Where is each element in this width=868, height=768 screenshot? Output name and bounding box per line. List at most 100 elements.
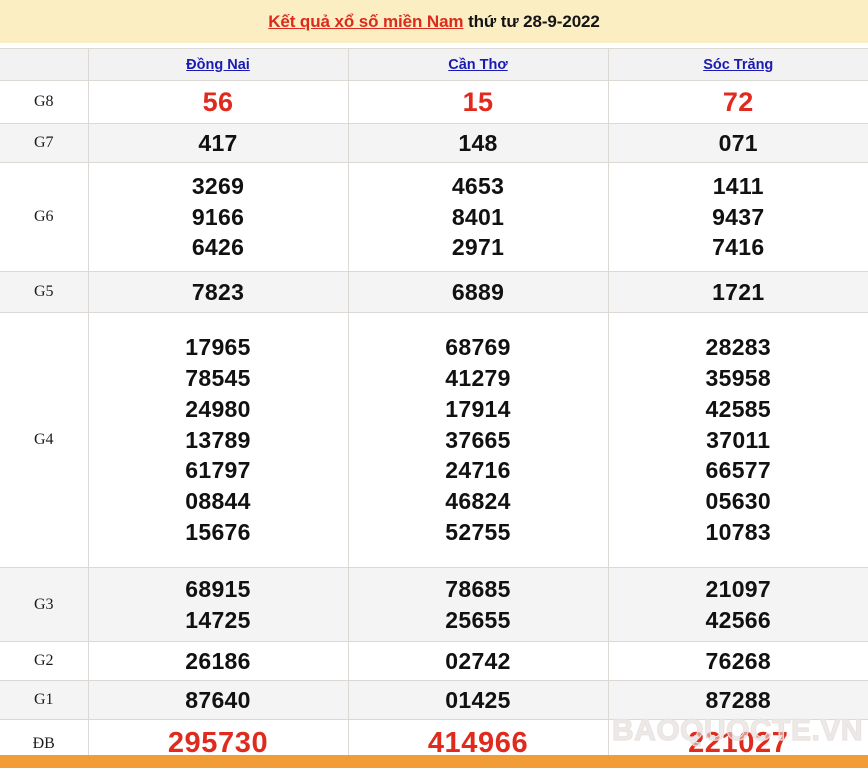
prize-row-g3: G3 68915 14725 78685 25655 21097 42566	[0, 567, 868, 642]
number-stack: 17965 78545 24980 13789 61797 08844 15676	[89, 332, 348, 548]
prize-row-g5: G5 7823 6889 1721	[0, 271, 868, 313]
lottery-number: 42585	[705, 395, 771, 422]
number-stack: 6889	[349, 277, 608, 308]
number-stack: 78685 25655	[349, 574, 608, 636]
lottery-number: 4653	[451, 172, 505, 199]
lottery-number: 071	[718, 129, 758, 156]
number-stack: 76268	[609, 646, 868, 677]
number-stack: 87640	[89, 685, 348, 716]
lottery-number: 68769	[445, 334, 511, 361]
banner-gap	[0, 43, 868, 48]
lottery-number: 6889	[451, 278, 505, 305]
lottery-number: 14725	[185, 606, 251, 633]
page-title-banner: Kết quả xổ số miền Nam thứ tư 28-9-2022	[0, 0, 868, 43]
lottery-number: 295730	[167, 727, 269, 760]
prize-cell: 76268	[607, 641, 868, 681]
lottery-number: 13789	[185, 426, 251, 453]
prize-cell: 21097 42566	[607, 567, 868, 642]
lottery-number: 8401	[451, 203, 505, 230]
lottery-number: 148	[458, 129, 498, 156]
prize-column-header	[0, 48, 89, 81]
prize-cell: 1411 9437 7416	[607, 162, 868, 272]
prize-label-g1: G1	[0, 680, 89, 720]
prize-cell: 72	[607, 80, 868, 124]
number-stack: 148	[349, 128, 608, 159]
lottery-number: 1721	[712, 278, 765, 305]
lottery-number: 72	[722, 86, 754, 117]
page-title-highlight: Kết quả xổ số miền Nam	[268, 11, 464, 31]
lottery-number: 87640	[185, 686, 251, 713]
lottery-number: 2971	[451, 234, 505, 261]
number-stack: 1411 9437 7416	[609, 171, 868, 263]
lottery-number: 52755	[445, 519, 511, 546]
number-stack: 87288	[609, 685, 868, 716]
lottery-number: 37665	[445, 426, 511, 453]
number-stack: 1721	[609, 277, 868, 308]
lottery-number: 68915	[185, 575, 251, 602]
lottery-number: 24716	[445, 457, 511, 484]
lottery-number: 7416	[712, 234, 765, 261]
lottery-number: 3269	[191, 172, 245, 199]
number-stack: 56	[89, 84, 348, 120]
province-link-soc-trang[interactable]: Sóc Trăng	[703, 56, 774, 73]
table-header-row: Đồng Nai Cần Thơ Sóc Trăng	[0, 48, 868, 81]
lottery-number: 9437	[712, 203, 765, 230]
prize-cell: 1721	[607, 271, 868, 313]
lottery-number: 24980	[185, 395, 251, 422]
lottery-number: 1411	[712, 172, 764, 199]
lottery-number: 61797	[185, 457, 251, 484]
number-stack: 417	[89, 128, 348, 159]
lottery-number: 35958	[705, 364, 771, 391]
prize-cell: 6889	[347, 271, 609, 313]
prize-cell: 17965 78545 24980 13789 61797 08844 15676	[87, 312, 349, 568]
lottery-number: 417	[198, 129, 238, 156]
lottery-number: 08844	[185, 488, 251, 515]
province-header-0[interactable]: Đồng Nai	[87, 48, 349, 81]
lottery-number: 15676	[185, 519, 251, 546]
prize-cell: 02742	[347, 641, 609, 681]
number-stack: 071	[609, 128, 868, 159]
lottery-number: 21097	[705, 575, 771, 602]
province-link-can-tho[interactable]: Cần Thơ	[448, 56, 508, 73]
province-link-dong-nai[interactable]: Đồng Nai	[186, 56, 250, 73]
prize-cell: 78685 25655	[347, 567, 609, 642]
lottery-number: 26186	[185, 647, 251, 674]
number-stack: 414966	[349, 724, 608, 763]
prize-label-g2: G2	[0, 641, 89, 681]
prize-cell: 28283 35958 42585 37011 66577 05630 10783	[607, 312, 868, 568]
prize-cell: 87288	[607, 680, 868, 720]
prize-label-g6: G6	[0, 162, 89, 272]
prize-row-g7: G7 417 148 071	[0, 123, 868, 163]
prize-cell: 7823	[87, 271, 349, 313]
province-header-2[interactable]: Sóc Trăng	[607, 48, 868, 81]
number-stack: 26186	[89, 646, 348, 677]
lottery-number: 01425	[445, 686, 511, 713]
lottery-number: 7823	[191, 278, 245, 305]
number-stack: 221027	[609, 724, 868, 763]
lottery-number: 17965	[185, 334, 251, 361]
lottery-number: 10783	[705, 519, 771, 546]
number-stack: 4653 8401 2971	[349, 171, 608, 263]
page-title-date: thứ tư 28-9-2022	[463, 11, 600, 31]
prize-label-g3: G3	[0, 567, 89, 642]
prize-cell: 417	[87, 123, 349, 163]
prize-cell: 26186	[87, 641, 349, 681]
lottery-number: 42566	[705, 606, 771, 633]
prize-row-g2: G2 26186 02742 76268	[0, 641, 868, 681]
prize-cell: 3269 9166 6426	[87, 162, 349, 272]
number-stack: 3269 9166 6426	[89, 171, 348, 263]
prize-cell: 68915 14725	[87, 567, 349, 642]
prize-cell: 01425	[347, 680, 609, 720]
lottery-number: 76268	[705, 647, 771, 674]
prize-row-g6: G6 3269 9166 6426 4653 8401 2971 1411 9437 7416	[0, 162, 868, 272]
lottery-number: 15	[462, 86, 494, 117]
lottery-number: 87288	[705, 686, 771, 713]
lottery-number: 17914	[445, 395, 511, 422]
prize-label-g7: G7	[0, 123, 89, 163]
prize-cell: 15	[347, 80, 609, 124]
province-header-1[interactable]: Cần Thơ	[347, 48, 609, 81]
prize-cell: 68769 41279 17914 37665 24716 46824 52755	[347, 312, 609, 568]
number-stack: 72	[609, 84, 868, 120]
lottery-number: 28283	[705, 334, 771, 361]
lottery-number: 37011	[706, 426, 771, 453]
